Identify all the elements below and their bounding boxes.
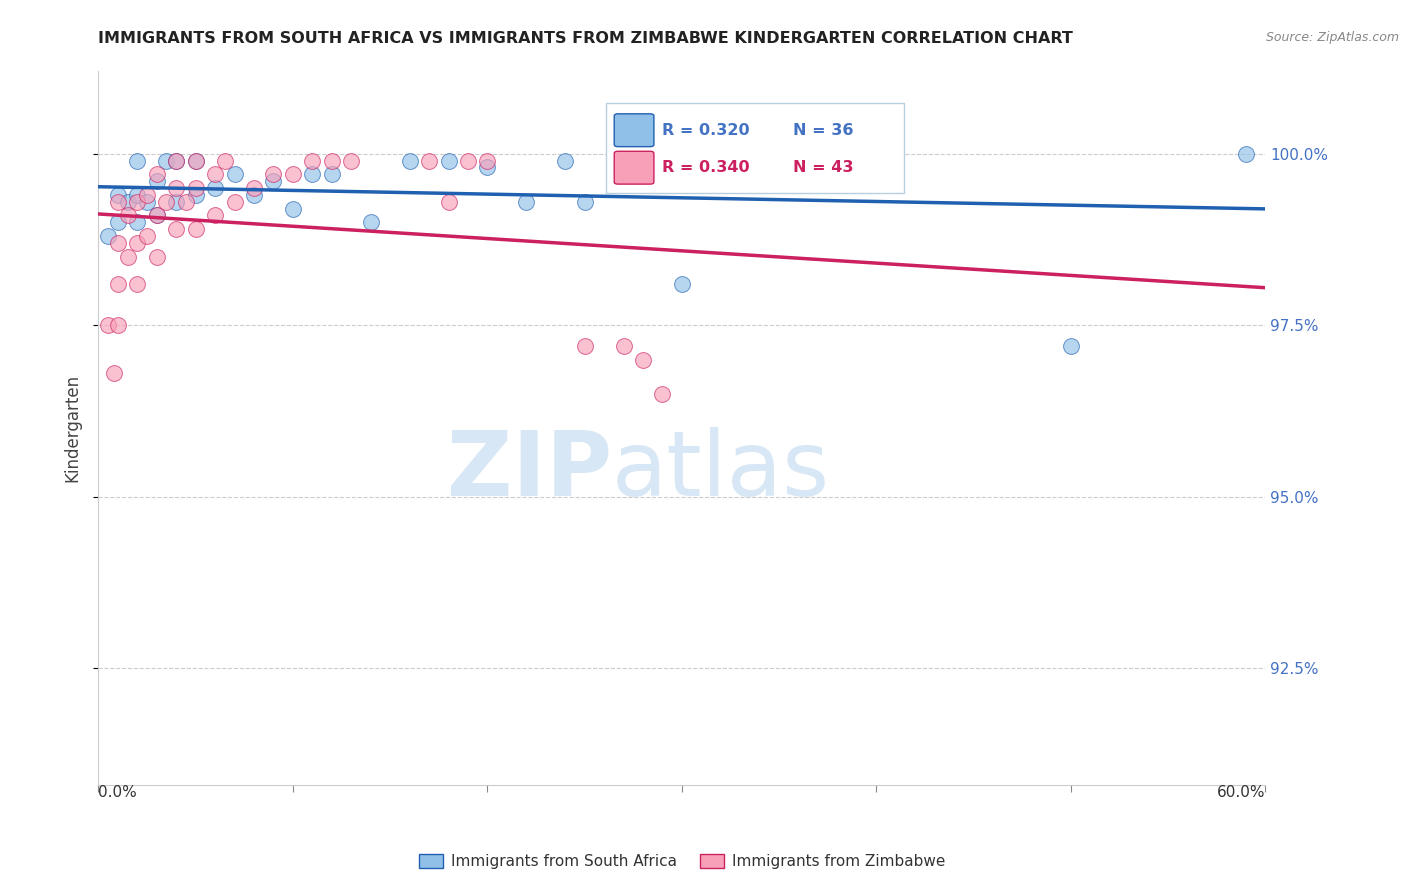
Point bbox=[165, 194, 187, 209]
Point bbox=[214, 153, 236, 168]
Point bbox=[281, 202, 304, 216]
Text: N = 43: N = 43 bbox=[793, 161, 853, 175]
Point bbox=[107, 277, 129, 291]
Text: ZIP: ZIP bbox=[447, 427, 612, 515]
Point bbox=[165, 153, 187, 168]
Point bbox=[136, 229, 159, 244]
Point bbox=[437, 153, 460, 168]
Point bbox=[613, 339, 636, 353]
Point bbox=[631, 352, 654, 367]
Point bbox=[281, 167, 304, 181]
Point bbox=[127, 215, 149, 229]
Point bbox=[97, 229, 120, 244]
Text: R = 0.320: R = 0.320 bbox=[662, 123, 749, 137]
Point bbox=[651, 387, 673, 401]
FancyBboxPatch shape bbox=[614, 114, 654, 146]
Point bbox=[136, 194, 159, 209]
Point bbox=[107, 235, 129, 250]
Point bbox=[117, 194, 139, 209]
Point bbox=[127, 187, 149, 202]
Point bbox=[165, 181, 187, 195]
Point bbox=[146, 209, 169, 223]
Point bbox=[671, 153, 693, 168]
Point bbox=[146, 209, 169, 223]
Point bbox=[224, 167, 246, 181]
Point bbox=[107, 194, 129, 209]
Point bbox=[204, 209, 226, 223]
Point bbox=[321, 167, 343, 181]
Point bbox=[340, 153, 363, 168]
Point bbox=[398, 153, 420, 168]
Point bbox=[321, 153, 343, 168]
Point bbox=[127, 194, 149, 209]
Point bbox=[574, 339, 596, 353]
Point bbox=[1234, 146, 1257, 161]
Point bbox=[204, 167, 226, 181]
Point bbox=[174, 194, 197, 209]
Point bbox=[184, 153, 207, 168]
Y-axis label: Kindergarten: Kindergarten bbox=[63, 374, 82, 483]
Point bbox=[184, 187, 207, 202]
Text: 60.0%: 60.0% bbox=[1218, 785, 1265, 800]
Point bbox=[165, 153, 187, 168]
Point bbox=[262, 174, 284, 188]
Text: Source: ZipAtlas.com: Source: ZipAtlas.com bbox=[1265, 31, 1399, 45]
Point bbox=[117, 250, 139, 264]
Point bbox=[107, 318, 129, 333]
Legend: Immigrants from South Africa, Immigrants from Zimbabwe: Immigrants from South Africa, Immigrants… bbox=[412, 848, 952, 875]
Point bbox=[127, 277, 149, 291]
Text: 0.0%: 0.0% bbox=[98, 785, 138, 800]
Point bbox=[262, 167, 284, 181]
Point bbox=[107, 187, 129, 202]
Point bbox=[360, 215, 382, 229]
Point bbox=[136, 187, 159, 202]
Point bbox=[127, 235, 149, 250]
Point bbox=[184, 181, 207, 195]
Point bbox=[146, 174, 169, 188]
Point bbox=[671, 153, 693, 168]
Point bbox=[243, 187, 266, 202]
Point bbox=[515, 194, 537, 209]
Point bbox=[224, 194, 246, 209]
Point bbox=[155, 153, 177, 168]
Point bbox=[155, 194, 177, 209]
FancyBboxPatch shape bbox=[606, 103, 904, 193]
Point bbox=[574, 194, 596, 209]
Text: atlas: atlas bbox=[612, 427, 830, 515]
Point bbox=[184, 153, 207, 168]
Point bbox=[631, 153, 654, 168]
Point bbox=[204, 181, 226, 195]
Text: N = 36: N = 36 bbox=[793, 123, 853, 137]
Point bbox=[301, 167, 323, 181]
Point bbox=[103, 366, 125, 380]
Point bbox=[477, 153, 499, 168]
Point bbox=[671, 277, 693, 291]
Point bbox=[477, 161, 499, 175]
Point bbox=[107, 215, 129, 229]
Point bbox=[301, 153, 323, 168]
Point bbox=[165, 222, 187, 236]
Point bbox=[613, 153, 636, 168]
Point bbox=[554, 153, 576, 168]
Point bbox=[117, 209, 139, 223]
Point bbox=[243, 181, 266, 195]
Point bbox=[437, 194, 460, 209]
Point bbox=[127, 153, 149, 168]
Point bbox=[146, 167, 169, 181]
Point bbox=[184, 222, 207, 236]
Point bbox=[97, 318, 120, 333]
Point bbox=[1060, 339, 1083, 353]
Point bbox=[671, 153, 693, 168]
Text: R = 0.340: R = 0.340 bbox=[662, 161, 749, 175]
Point bbox=[418, 153, 440, 168]
FancyBboxPatch shape bbox=[614, 152, 654, 184]
Point bbox=[457, 153, 479, 168]
Text: IMMIGRANTS FROM SOUTH AFRICA VS IMMIGRANTS FROM ZIMBABWE KINDERGARTEN CORRELATIO: IMMIGRANTS FROM SOUTH AFRICA VS IMMIGRAN… bbox=[98, 31, 1073, 46]
Point bbox=[146, 250, 169, 264]
